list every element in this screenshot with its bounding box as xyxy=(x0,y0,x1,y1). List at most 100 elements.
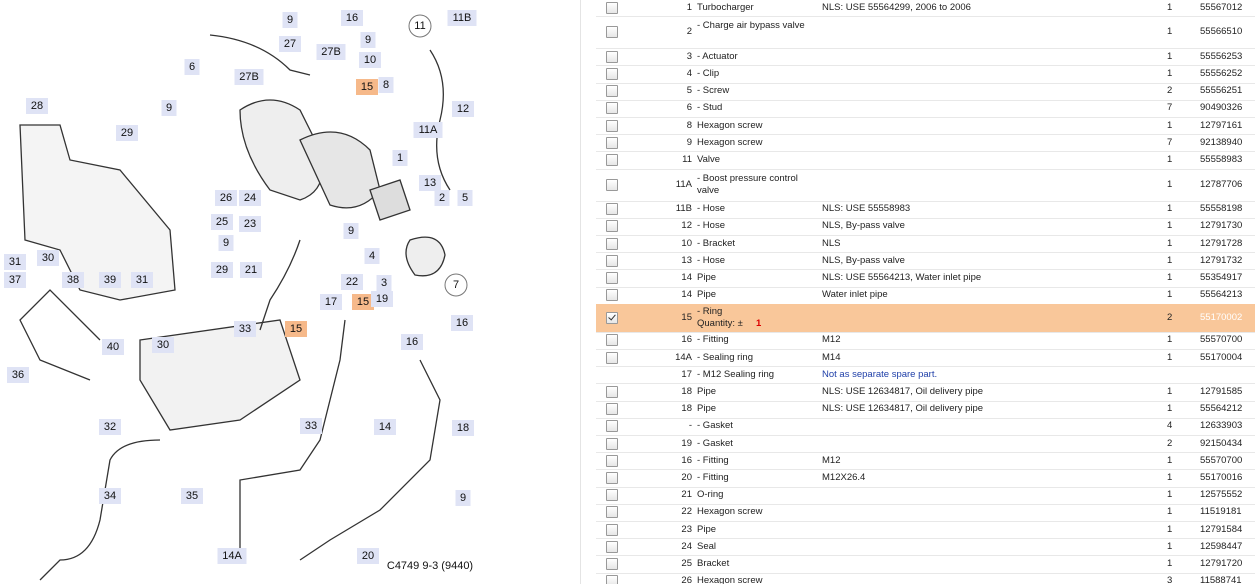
row-checkbox[interactable] xyxy=(606,238,618,250)
callout-label: 11A xyxy=(419,124,438,136)
row-checkbox[interactable] xyxy=(606,2,618,14)
quantity: 1 xyxy=(1167,403,1172,414)
row-checkbox[interactable] xyxy=(606,386,618,398)
description: Pipe xyxy=(697,272,716,283)
description: Seal xyxy=(697,541,716,552)
note: NLS: USE 12634817, Oil delivery pipe xyxy=(822,403,983,414)
row-checkbox[interactable] xyxy=(606,289,618,301)
table-row: 24Seal112598447 xyxy=(596,538,1255,556)
callout-label: 9 xyxy=(166,102,172,114)
description: Hexagon screw xyxy=(697,575,762,584)
callout-label: 15 xyxy=(361,81,373,93)
row-checkbox[interactable] xyxy=(606,524,618,536)
quantity: 1 xyxy=(1167,220,1172,231)
quantity: 2 xyxy=(1167,312,1172,323)
row-checkbox[interactable] xyxy=(606,489,618,501)
description: - Bracket xyxy=(697,238,735,249)
quantity: 1 xyxy=(1167,179,1172,190)
table-row: 20- FittingM12X26.4155170016 xyxy=(596,469,1255,487)
table-row: 16- FittingM12155570700 xyxy=(596,452,1255,470)
description: - Gasket xyxy=(697,438,733,449)
note: NLS, By-pass valve xyxy=(822,220,905,231)
row-checkbox[interactable] xyxy=(606,255,618,267)
row-checkbox[interactable] xyxy=(606,102,618,114)
row-checkbox[interactable] xyxy=(606,220,618,232)
callout-label: 1 xyxy=(397,152,403,164)
quantity: 1 xyxy=(1167,541,1172,552)
callout-label: 8 xyxy=(383,79,389,91)
ref-number: 14A xyxy=(675,352,692,363)
callout-label: 23 xyxy=(244,218,256,230)
callout-label: 11 xyxy=(414,20,425,32)
ref-number: 5 xyxy=(687,85,692,96)
description: Pipe xyxy=(697,403,716,414)
ref-number: 1 xyxy=(687,2,692,13)
callout-label: 31 xyxy=(9,256,21,268)
row-checkbox[interactable] xyxy=(606,272,618,284)
row-checkbox[interactable] xyxy=(606,179,618,191)
part-number: 55170002 xyxy=(1200,312,1242,323)
quantity: 1 xyxy=(1167,2,1172,13)
part-number: 12791584 xyxy=(1200,524,1242,535)
callout-label: 12 xyxy=(457,103,469,115)
callout-label: 36 xyxy=(12,369,24,381)
row-checkbox[interactable] xyxy=(606,438,618,450)
quantity-label: Quantity: ± xyxy=(697,318,743,329)
callout-label: 3 xyxy=(381,277,387,289)
row-checkbox[interactable] xyxy=(606,352,618,364)
row-checkbox[interactable] xyxy=(606,575,618,584)
part-number: 55556252 xyxy=(1200,68,1242,79)
quantity: 4 xyxy=(1167,420,1172,431)
description: Valve xyxy=(697,154,720,165)
ref-number: 13 xyxy=(681,255,692,266)
callout-label: 26 xyxy=(220,192,232,204)
quantity: 1 xyxy=(1167,506,1172,517)
row-checkbox[interactable] xyxy=(606,85,618,97)
row-checkbox[interactable] xyxy=(606,541,618,553)
note: NLS: USE 55558983 xyxy=(822,203,910,214)
description: - Sealing ring xyxy=(697,352,753,363)
row-checkbox[interactable] xyxy=(606,154,618,166)
description: - Stud xyxy=(697,102,722,113)
callout-label: 27B xyxy=(239,71,259,83)
row-checkbox[interactable] xyxy=(606,403,618,415)
row-checkbox[interactable] xyxy=(606,334,618,346)
row-checkbox[interactable] xyxy=(606,26,618,38)
quantity: 1 xyxy=(1167,238,1172,249)
table-row: 19- Gasket292150434 xyxy=(596,435,1255,453)
table-row: 14PipeNLS: USE 55564213, Water inlet pip… xyxy=(596,269,1255,287)
callout-label: 15 xyxy=(357,296,369,308)
description: Pipe xyxy=(697,386,716,397)
description: - Ring xyxy=(697,306,722,317)
description: - Charge air bypass valve xyxy=(697,20,817,32)
row-checkbox[interactable] xyxy=(606,558,618,570)
row-checkbox[interactable] xyxy=(606,203,618,215)
table-row: 21O-ring112575552 xyxy=(596,487,1255,505)
row-checkbox[interactable] xyxy=(606,137,618,149)
callout-label: 35 xyxy=(186,490,198,502)
description: Pipe xyxy=(697,289,716,300)
callout-label: 33 xyxy=(239,323,251,335)
row-checkbox[interactable] xyxy=(606,51,618,63)
row-checkbox[interactable] xyxy=(606,68,618,80)
row-checkbox[interactable] xyxy=(606,120,618,132)
ref-number: 26 xyxy=(681,575,692,584)
description: - Fitting xyxy=(697,334,729,345)
row-checkbox[interactable] xyxy=(606,472,618,484)
row-checkbox[interactable] xyxy=(606,506,618,518)
callout-label: 17 xyxy=(325,296,337,308)
quantity-change: 1 xyxy=(756,318,761,329)
part-number: 55564213 xyxy=(1200,289,1242,300)
row-checkbox[interactable] xyxy=(606,420,618,432)
ref-number: 15 xyxy=(681,312,692,323)
row-checkbox[interactable] xyxy=(606,455,618,467)
callout-label: 7 xyxy=(453,279,459,291)
row-checkbox[interactable] xyxy=(606,312,618,324)
description: Bracket xyxy=(697,558,729,569)
ref-number: 11 xyxy=(682,154,692,165)
table-row: 25Bracket112791720 xyxy=(596,555,1255,573)
quantity: 1 xyxy=(1167,203,1172,214)
note: NLS xyxy=(822,238,840,249)
